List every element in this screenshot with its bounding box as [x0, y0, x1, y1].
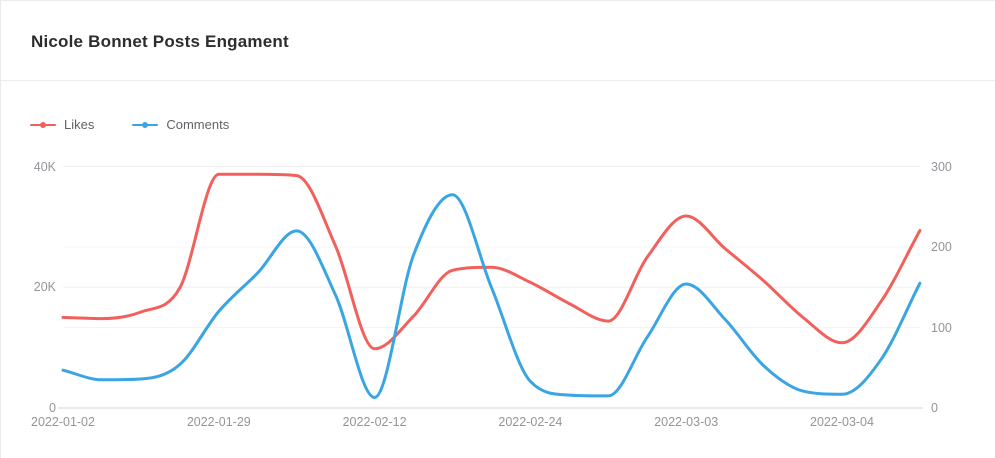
legend-label: Likes [64, 117, 95, 132]
chart-legend: Likes Comments [30, 117, 267, 132]
legend-item-likes[interactable]: Likes [30, 117, 94, 132]
x-axis-tick-label: 2022-02-12 [342, 415, 407, 429]
y-axis-left-tick-label: 20K [33, 280, 56, 295]
legend-dot [40, 121, 46, 128]
y-axis-right-tick-label: 300 [931, 159, 952, 174]
x-axis-tick-label: 2022-01-02 [31, 415, 95, 429]
y-axis-right-tick-label: 100 [931, 320, 952, 335]
y-axis-left-tick-label: 0 [49, 401, 56, 415]
x-axis-tick-label: 2022-03-04 [810, 415, 874, 429]
comments-series-line [61, 193, 922, 399]
chart-canvas [58, 166, 923, 409]
y-axis-left-tick-label: 40K [33, 159, 56, 174]
legend-label: Comments [166, 117, 230, 132]
x-axis-tick-label: 2022-01-29 [186, 415, 251, 429]
y-axis-right-tick-label: 0 [931, 401, 938, 415]
engagement-chart: Likes Comments 0 20K 40K 0 100 200 300 2022-01-… [1, 82, 995, 458]
likes-line-icon [30, 119, 56, 131]
y-axis-right-tick-label: 200 [931, 240, 952, 254]
x-axis-tick-label: 2022-03-03 [654, 415, 719, 429]
comments-line-icon [132, 119, 159, 131]
page-title: Nicole Bonnet Posts Engament [31, 32, 289, 51]
x-axis-tick-label: 2022-02-24 [498, 415, 563, 429]
likes-series-line [61, 172, 922, 351]
legend-dot [142, 121, 149, 128]
card-header: Nicole Bonnet Posts Engament [1, 1, 995, 81]
legend-item-comments[interactable]: Comments [132, 117, 229, 132]
